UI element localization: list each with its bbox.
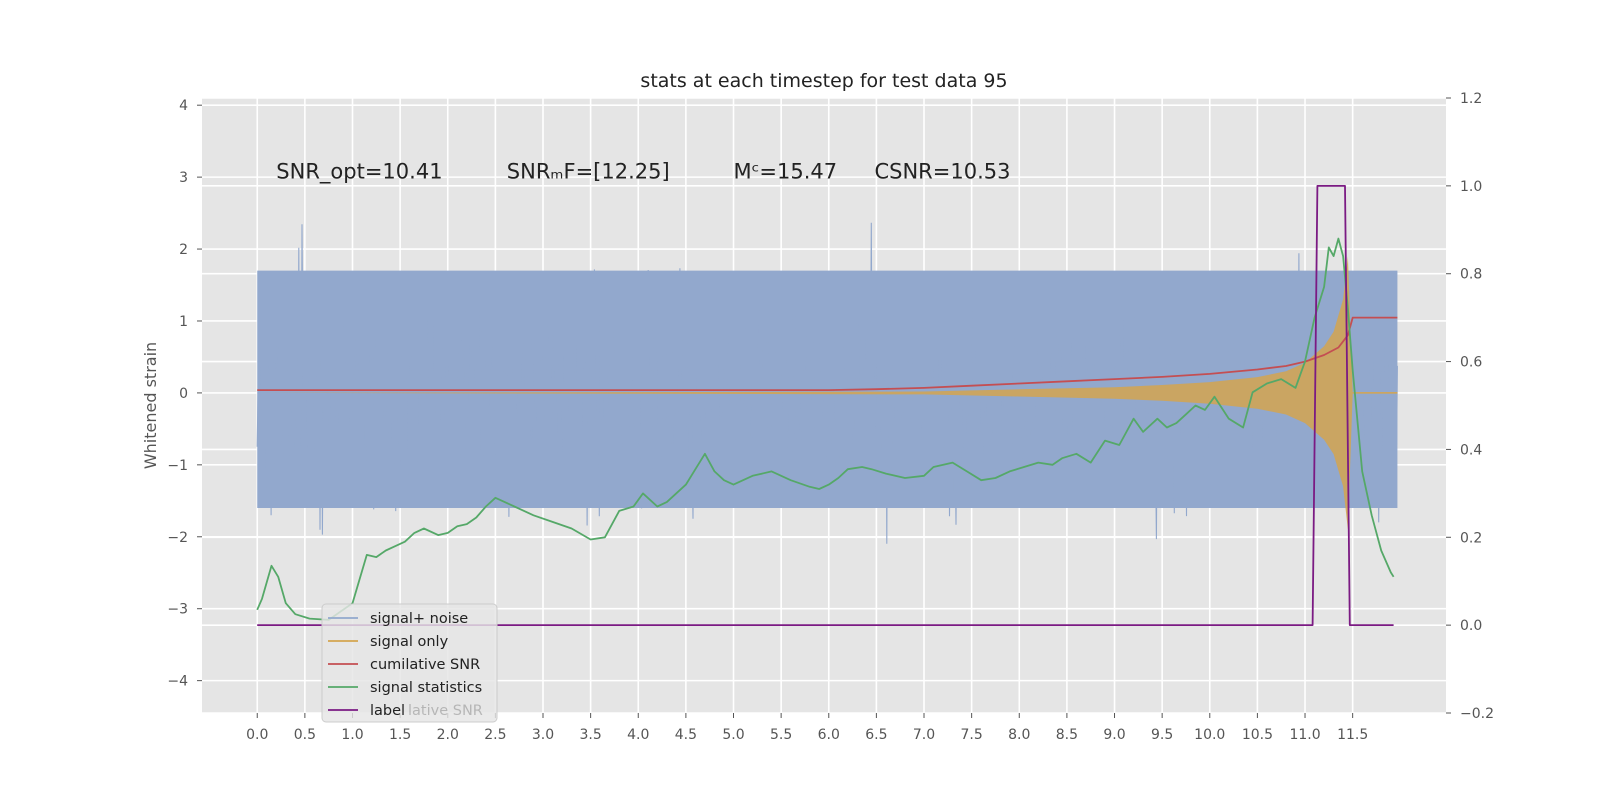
x-tick-label: 9.0 [1103, 727, 1125, 743]
x-tick-label: 6.0 [818, 727, 840, 743]
x-tick-label: 2.5 [484, 727, 506, 743]
y-tick-label-left: −1 [167, 458, 188, 474]
y-tick-label-left: −4 [167, 674, 188, 690]
x-tick-label: 6.5 [865, 727, 887, 743]
legend-box [321, 603, 498, 723]
y-axis-label: Whitened strain [141, 342, 160, 469]
legend: signal+ noise signal only cumilative SNR si… [321, 603, 498, 723]
y-tick-label-left: 2 [179, 242, 188, 258]
y-tick-label-right: 0.8 [1460, 267, 1482, 283]
annotation-mc: Mᶜ=15.47 [734, 160, 838, 184]
legend-entry-signal-statistics-text: signal statistics [370, 680, 482, 696]
x-tick-label: 8.0 [1008, 727, 1030, 743]
legend-entry-label-text: label [370, 703, 405, 719]
signal-statistics-line [256, 237, 1395, 621]
x-tick-label: 0.5 [294, 727, 316, 743]
y-tick-label-left: 3 [179, 170, 188, 186]
y-tick-label-right: 0.2 [1460, 530, 1482, 546]
x-tick-label: 5.0 [722, 727, 744, 743]
x-tick-label: 8.5 [1056, 727, 1078, 743]
y-tick-label-left: 4 [179, 98, 188, 114]
axis-ticks: 0.0 0.5 1.0 1.5 2.0 2.5 3.0 3.5 4.0 4.5 5.0 5.5 6.0 6… [167, 91, 1494, 743]
series-lines [256, 185, 1398, 626]
x-tick-label: 1.5 [389, 727, 411, 743]
signal-only-envelope [257, 256, 1398, 530]
x-tick-label: 11.0 [1289, 727, 1320, 743]
x-tick-label: 7.0 [913, 727, 935, 743]
legend-entry-signal-only-text: signal only [370, 634, 449, 650]
cumilative-snr-line [257, 316, 1398, 391]
y-tick-label-right: −0.2 [1460, 706, 1494, 722]
label-line [257, 185, 1394, 626]
x-tick-label: 2.0 [437, 727, 459, 743]
annotations: SNR_opt=10.41 SNRₘF=[12.25] Mᶜ=15.47 CSNR=1… [276, 160, 1010, 185]
y-tick-label-right: 0.6 [1460, 355, 1482, 371]
x-tick-label: 11.5 [1337, 727, 1368, 743]
annotation-csnr: CSNR=10.53 [874, 160, 1010, 184]
x-tick-label: 4.5 [675, 727, 697, 743]
x-tick-label: 4.0 [627, 727, 649, 743]
chart-title: stats at each timestep for test data 95 [640, 70, 1007, 92]
x-tick-label: 7.5 [961, 727, 983, 743]
x-tick-label: 10.0 [1194, 727, 1225, 743]
legend-entry-signal-noise-text: signal+ noise [370, 611, 468, 627]
annotation-snr-mf: SNRₘF=[12.25] [507, 160, 670, 184]
y-tick-label-left: −2 [167, 530, 188, 546]
x-tick-label: 10.5 [1242, 727, 1273, 743]
x-tick-label: 9.5 [1151, 727, 1173, 743]
y-tick-label-left: 1 [179, 314, 188, 330]
y-tick-label-right: 0.0 [1460, 618, 1482, 634]
x-tick-label: 3.0 [532, 727, 554, 743]
y-tick-label-right: 1.0 [1460, 179, 1482, 195]
x-tick-label: 5.5 [770, 727, 792, 743]
x-tick-label: 1.0 [341, 727, 363, 743]
y-tick-label-right: 0.4 [1460, 442, 1482, 458]
x-tick-label: 0.0 [246, 727, 268, 743]
legend-entry-cumilative-snr-text: cumilative SNR [370, 657, 480, 673]
y-tick-label-left: −3 [167, 602, 188, 618]
series-signal-only [257, 256, 1398, 530]
x-tick-label: 3.5 [579, 727, 601, 743]
noise-trace [256, 222, 1398, 544]
annotation-snr-opt: SNR_opt=10.41 [276, 160, 442, 185]
y-tick-label-right: 1.2 [1460, 91, 1482, 107]
legend-overlap-text: lative SNR [408, 703, 483, 719]
y-tick-label-left: 0 [179, 386, 188, 402]
